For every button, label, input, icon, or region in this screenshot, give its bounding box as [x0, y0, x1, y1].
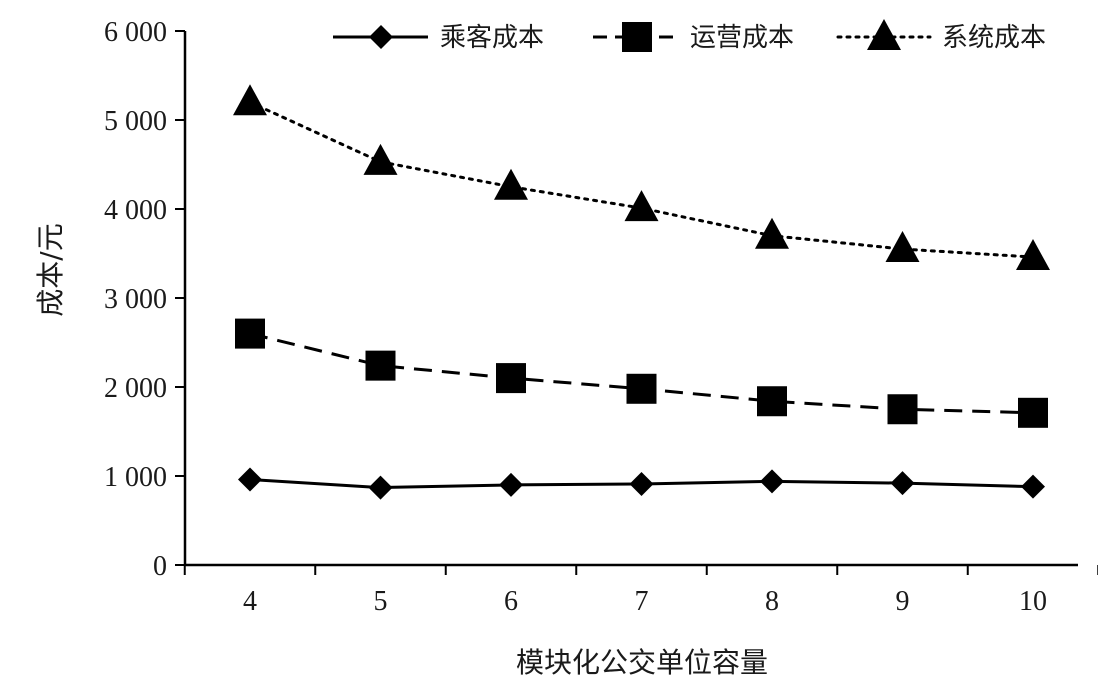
x-tick-label: 7: [635, 586, 649, 617]
series-3-point: [885, 231, 920, 263]
legend-swatch-marker: [369, 25, 393, 49]
x-tick-label: 9: [896, 586, 910, 617]
series-1-point: [368, 475, 393, 500]
x-axis-title: 模块化公交单位容量: [516, 646, 768, 679]
y-tick-label: 5 000: [104, 106, 167, 137]
series-2-point: [496, 363, 526, 394]
x-tick-label: 5: [374, 586, 388, 617]
legend-item-3: 系统成本: [836, 19, 1046, 53]
series-1: [238, 467, 1045, 500]
legend-label: 运营成本: [690, 23, 794, 53]
series-1-point: [890, 471, 915, 496]
y-axis-ticks: 0 1 000 2 000 3 000 4 000 5 000 6 000: [104, 17, 185, 582]
y-tick-label: 3 000: [104, 284, 167, 315]
series-3-point: [233, 84, 267, 116]
legend-label: 乘客成本: [440, 23, 544, 53]
series-3-point: [624, 190, 659, 222]
x-tick-label: 6: [504, 586, 518, 617]
series-1-point: [1021, 474, 1045, 499]
x-tick-label: 4: [243, 586, 257, 617]
y-tick-label: 1 000: [104, 462, 167, 493]
series-1-point: [629, 472, 654, 497]
series-2-point: [757, 386, 787, 417]
legend-swatch-marker: [622, 22, 652, 52]
series-2-point: [235, 318, 265, 349]
x-axis-ticks: 4 5 6 7 8 9 10: [183, 565, 1098, 617]
legend-label: 系统成本: [942, 23, 1046, 53]
series-2-point: [887, 394, 918, 425]
series-2-point: [626, 373, 657, 404]
legend-swatch-marker: [867, 19, 901, 50]
series-3-point: [494, 168, 528, 200]
x-tick-label: 8: [765, 586, 779, 617]
legend: 乘客成本 运营成本 系统成本: [333, 19, 1046, 53]
series-3: [233, 84, 1050, 271]
y-tick-label: 6 000: [104, 17, 167, 48]
series-2: [235, 318, 1048, 428]
legend-item-2: 运营成本: [593, 22, 794, 53]
legend-item-1: 乘客成本: [333, 23, 544, 53]
series-1-point: [499, 472, 523, 497]
series-3-line: [248, 100, 1035, 259]
series-1-point: [238, 467, 262, 492]
y-axis-title: 成本/元: [34, 223, 67, 316]
y-tick-label: 2 000: [104, 373, 167, 404]
y-tick-label: 4 000: [104, 195, 167, 226]
series-layer: [233, 84, 1050, 500]
series-3-point: [755, 217, 789, 249]
x-tick-label: 10: [1019, 586, 1047, 617]
series-3-point: [363, 143, 398, 175]
y-tick-label: 0: [153, 551, 167, 582]
series-3-point: [1016, 239, 1050, 271]
series-2-point: [365, 350, 396, 381]
series-1-point: [760, 469, 784, 494]
series-2-point: [1018, 397, 1048, 428]
